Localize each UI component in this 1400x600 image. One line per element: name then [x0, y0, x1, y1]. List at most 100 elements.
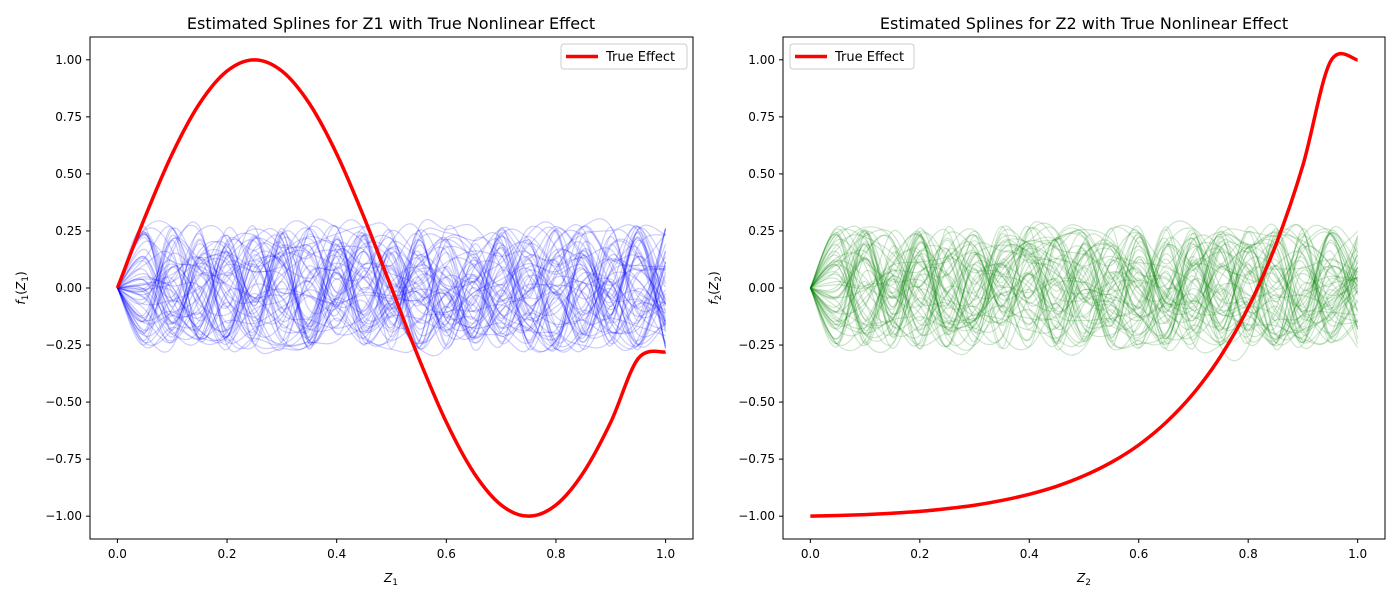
y-tick-label: −0.50 — [45, 395, 82, 409]
spline-curve — [116, 229, 667, 353]
y-tick-label: −0.75 — [738, 452, 775, 466]
spline-curve — [809, 229, 1359, 345]
y-axis-label-arg: Z — [14, 281, 28, 291]
x-tick-label: 0.4 — [327, 547, 346, 561]
x-axis-label-subscript: 2 — [1085, 578, 1091, 588]
x-tick-label: 0.6 — [437, 547, 456, 561]
spline-curve — [116, 225, 667, 350]
spline-curve — [809, 226, 1359, 350]
spline-curve — [116, 220, 667, 354]
spline-curve — [117, 243, 666, 353]
y-axis-label-fn-sub: 1 — [21, 295, 31, 301]
spline-curve — [810, 232, 1359, 351]
plot-area — [809, 51, 1359, 518]
spline-curve — [809, 235, 1359, 341]
x-axis-label-base: Z — [383, 571, 393, 585]
spline-curve — [809, 234, 1359, 348]
spline-curve — [116, 240, 667, 339]
spline-curve — [810, 231, 1359, 351]
spline-curve — [116, 230, 666, 346]
y-axis-label-fn: f — [14, 299, 28, 305]
spline-curve — [810, 222, 1358, 347]
spline-curve — [116, 232, 667, 350]
spline-curve — [809, 231, 1358, 354]
spline-curve — [116, 233, 667, 348]
spline-curve — [809, 239, 1359, 335]
y-tick-label: 0.25 — [55, 224, 82, 238]
spline-curve — [116, 232, 666, 332]
spline-curve — [117, 236, 667, 352]
spline-curve — [117, 224, 666, 345]
spline-curve — [810, 234, 1359, 347]
spline-curve — [809, 224, 1359, 344]
spline-curve — [116, 220, 667, 348]
spline-curve — [809, 226, 1359, 337]
spline-curve — [809, 228, 1359, 349]
spline-curve — [809, 231, 1358, 345]
spline-curve — [116, 232, 667, 340]
y-tick-label: −0.25 — [45, 338, 82, 352]
spline-curve — [116, 227, 667, 346]
y-tick-label: 0.50 — [748, 167, 775, 181]
y-tick-label: 1.00 — [748, 53, 775, 67]
spline-curve — [809, 239, 1359, 347]
y-tick-label: 0.50 — [55, 167, 82, 181]
y-tick-label: −0.25 — [738, 338, 775, 352]
spline-curve — [809, 225, 1359, 337]
legend-label: True Effect — [605, 50, 675, 65]
spline-curve — [116, 221, 666, 353]
spline-curve — [117, 224, 667, 352]
spline-curve — [117, 231, 667, 340]
spline-curve — [809, 224, 1359, 351]
legend: True Effect — [560, 43, 688, 70]
spline-curve — [116, 225, 666, 353]
x-axis-label: Z2 — [1076, 571, 1091, 588]
spline-curve — [809, 228, 1358, 335]
y-axis-label-open-paren: ( — [707, 290, 721, 295]
y-axis-label-fn: f — [707, 299, 721, 305]
legend-box — [560, 43, 688, 70]
y-tick-label: 0.00 — [55, 281, 82, 295]
spline-curve — [117, 229, 667, 342]
x-tick-label: 0.8 — [1239, 547, 1258, 561]
spline-curve — [117, 235, 666, 329]
spline-curve — [117, 235, 667, 348]
spline-curve — [809, 226, 1359, 346]
spline-curve — [809, 229, 1359, 346]
spline-curve — [810, 224, 1359, 335]
x-axis-label: Z1 — [383, 571, 398, 588]
spline-curve — [116, 229, 667, 352]
y-tick-label: 1.00 — [55, 53, 82, 67]
spline-curve — [116, 225, 667, 345]
spline-curve — [116, 238, 667, 336]
legend-label: True Effect — [834, 50, 904, 65]
spline-curve — [809, 228, 1359, 346]
spline-curve — [809, 225, 1358, 347]
x-tick-label: 0.2 — [910, 547, 929, 561]
y-tick-label: −1.00 — [738, 509, 775, 523]
true-effect-line — [115, 58, 666, 518]
spline-curve — [809, 243, 1359, 345]
axes: 0.0 0.2 0.4 0.6 0.8 1.0 −1.00 −0.75 −0.50 −0.25 0.… — [45, 36, 694, 561]
spline-curve — [116, 234, 667, 349]
spline-curve — [810, 229, 1358, 331]
x-tick-label: 0.2 — [217, 547, 236, 561]
spline-curve — [117, 258, 667, 350]
y-tick-label: −0.50 — [738, 395, 775, 409]
spline-curve — [809, 227, 1359, 350]
spline-curve — [809, 228, 1359, 362]
spline-curve — [117, 224, 667, 344]
spline-curve — [117, 241, 666, 351]
spline-curve — [809, 234, 1358, 350]
spline-curve — [809, 228, 1359, 352]
subplot-z1: Estimated Splines for Z1 with True Nonli… — [14, 14, 694, 588]
spline-curve — [117, 234, 666, 350]
y-axis-label: f1(Z1) — [14, 271, 31, 304]
y-axis-label-close-paren: ) — [707, 271, 721, 276]
true-effect-line — [810, 51, 1359, 518]
spline-curve — [116, 227, 667, 345]
spline-curve — [810, 224, 1359, 342]
x-axis-label-subscript: 1 — [392, 578, 398, 588]
